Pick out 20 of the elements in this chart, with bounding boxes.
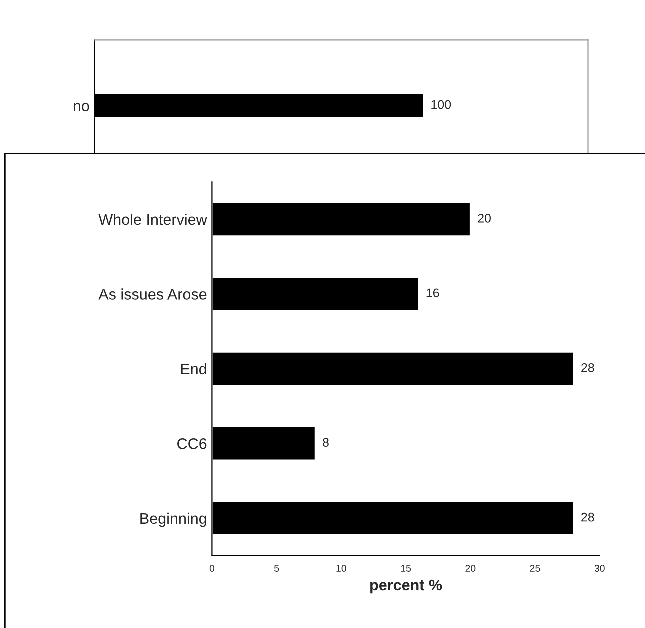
data-label: 28 <box>582 512 594 522</box>
y-tick-label: Whole Interview <box>98 214 208 226</box>
x-tick-label: 0 <box>210 565 215 572</box>
x-tick-label: 15 <box>401 565 412 572</box>
x-axis-title: percent % <box>370 580 442 594</box>
data-label: 20 <box>478 214 491 223</box>
data-label: 100 <box>432 100 452 110</box>
y-tick-label: CC6 <box>178 438 207 450</box>
data-label: 28 <box>582 363 594 372</box>
x-tick-label: 25 <box>530 565 540 572</box>
x-tick-label: 5 <box>274 565 280 572</box>
y-tick-label: no <box>74 103 90 112</box>
data-label: 8 <box>323 438 329 448</box>
x-tick-label: 30 <box>594 565 605 572</box>
x-tick-label: 10 <box>336 565 346 572</box>
x-tick-label: 20 <box>466 565 476 572</box>
data-label: 16 <box>426 288 440 298</box>
y-tick-label: End <box>181 363 206 375</box>
y-tick-label: Beginning <box>140 512 206 528</box>
y-tick-label: As issues Arose <box>98 288 207 300</box>
